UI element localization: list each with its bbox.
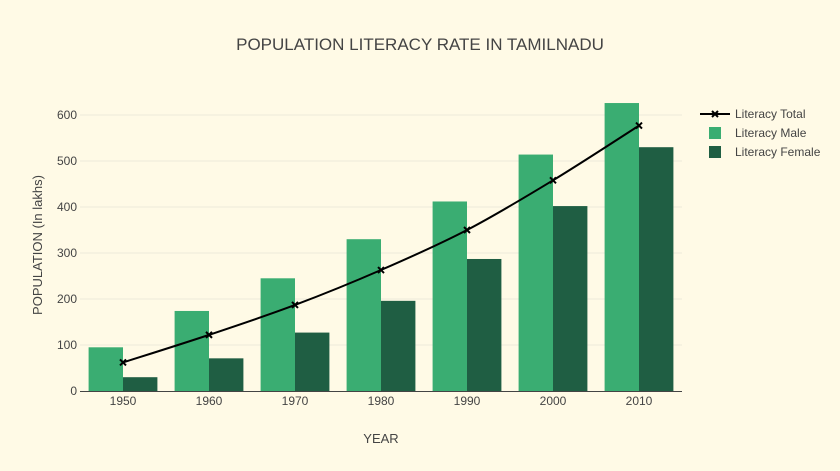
bar-literacy-male-1950 — [88, 347, 123, 391]
bar-literacy-male-2010 — [604, 103, 639, 391]
x-tick-label: 2000 — [540, 394, 567, 408]
chart-title: POPULATION LITERACY RATE IN TAMILNADU — [236, 35, 604, 54]
bar-literacy-female-1990 — [467, 258, 502, 391]
literacy-total-point-1960 — [205, 331, 213, 339]
y-tick-label: 500 — [57, 154, 77, 168]
legend-bar-swatch — [709, 146, 721, 158]
legend-label: Literacy Male — [735, 126, 807, 140]
x-tick-label: 2010 — [626, 394, 653, 408]
y-tick-label: 600 — [57, 108, 77, 122]
x-tick-label: 1990 — [454, 394, 481, 408]
bar-literacy-male-1970 — [260, 278, 295, 391]
legend-line-marker — [711, 110, 719, 118]
bar-literacy-male-1990 — [432, 201, 467, 391]
bars — [88, 103, 674, 391]
bar-literacy-male-2000 — [518, 154, 553, 391]
y-tick-label: 300 — [57, 246, 77, 260]
bar-literacy-female-1980 — [381, 300, 416, 391]
bar-literacy-male-1980 — [346, 239, 381, 391]
literacy-total-point-1980 — [377, 266, 385, 274]
bar-literacy-female-1950 — [123, 377, 158, 391]
literacy-total-point-2000 — [549, 176, 557, 185]
y-axis-title: POPULATION (In lakhs) — [30, 175, 45, 315]
total-line — [119, 121, 643, 367]
bar-literacy-female-2010 — [639, 147, 674, 391]
axes: 0 100 200 300 400 500 600 1950 1960 1970 1980 1990 2… — [57, 108, 682, 408]
literacy-total-point-1950 — [119, 358, 127, 367]
legend-label: Literacy Total — [735, 107, 805, 121]
bar-literacy-female-1970 — [295, 332, 330, 391]
y-tick-label: 0 — [70, 384, 77, 398]
y-tick-label: 200 — [57, 292, 77, 306]
bar-literacy-female-1960 — [209, 358, 244, 391]
literacy-total-point-1970 — [291, 301, 299, 309]
bar-literacy-male-1960 — [174, 310, 209, 391]
bar-literacy-female-2000 — [553, 206, 588, 391]
y-tick-label: 400 — [57, 200, 77, 214]
legend-label: Literacy Female — [735, 145, 821, 159]
x-tick-label: 1950 — [110, 394, 137, 408]
legend-bar-swatch — [709, 127, 721, 139]
y-tick-label: 100 — [57, 338, 77, 352]
literacy-total-point-2010 — [635, 121, 643, 130]
x-axis-title: YEAR — [363, 431, 398, 446]
x-tick-label: 1980 — [368, 394, 395, 408]
x-tick-label: 1960 — [196, 394, 223, 408]
x-tick-label: 1970 — [282, 394, 309, 408]
literacy-total-point-1990 — [463, 226, 471, 234]
legend: Literacy Total Literacy Male Literacy Fema… — [700, 107, 821, 159]
